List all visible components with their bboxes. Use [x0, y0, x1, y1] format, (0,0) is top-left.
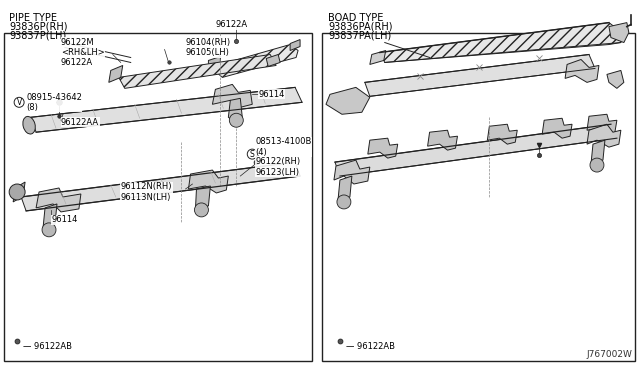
Polygon shape: [428, 130, 458, 150]
Polygon shape: [214, 45, 298, 77]
Polygon shape: [565, 60, 599, 82]
Bar: [322, 33, 635, 361]
Circle shape: [247, 149, 257, 159]
Polygon shape: [290, 39, 300, 51]
Polygon shape: [21, 162, 300, 211]
Circle shape: [9, 184, 25, 200]
Text: 93837PA(LH): 93837PA(LH): [328, 31, 391, 41]
Polygon shape: [609, 23, 629, 42]
Text: 96122AA: 96122AA: [61, 118, 99, 127]
Circle shape: [42, 223, 56, 237]
Text: 08915-43642
(8): 08915-43642 (8): [26, 93, 82, 112]
Polygon shape: [326, 87, 370, 114]
Text: 96114: 96114: [51, 215, 77, 224]
Circle shape: [229, 113, 243, 127]
Polygon shape: [338, 176, 352, 201]
Polygon shape: [368, 138, 397, 158]
Text: 96112N(RH)
96113N(LH): 96112N(RH) 96113N(LH): [121, 182, 172, 202]
Text: S: S: [250, 150, 255, 158]
Text: 93836PA(RH): 93836PA(RH): [328, 22, 392, 32]
Polygon shape: [212, 84, 252, 107]
Circle shape: [195, 203, 209, 217]
Polygon shape: [189, 170, 228, 193]
Polygon shape: [591, 140, 605, 164]
Text: 93837P(LH): 93837P(LH): [9, 31, 67, 41]
Text: 96122A: 96122A: [216, 20, 248, 29]
Polygon shape: [228, 98, 243, 122]
Text: 96104(RH)
96105(LH): 96104(RH) 96105(LH): [186, 38, 230, 57]
Polygon shape: [43, 204, 57, 228]
Polygon shape: [335, 124, 617, 176]
Text: 96122(RH)
96123(LH): 96122(RH) 96123(LH): [255, 157, 300, 177]
Polygon shape: [488, 124, 517, 144]
Text: — 96122AB: — 96122AB: [23, 342, 72, 351]
Circle shape: [14, 97, 24, 107]
Polygon shape: [266, 54, 280, 67]
Polygon shape: [119, 54, 276, 89]
Ellipse shape: [23, 116, 35, 134]
Text: BOAD TYPE: BOAD TYPE: [328, 13, 383, 23]
Polygon shape: [365, 54, 595, 96]
Polygon shape: [13, 182, 25, 202]
Text: 93836P(RH): 93836P(RH): [9, 22, 68, 32]
Bar: [4, 33, 312, 361]
Text: 08513-4100B
(4): 08513-4100B (4): [255, 137, 312, 157]
Polygon shape: [370, 51, 386, 64]
Polygon shape: [209, 57, 220, 73]
Polygon shape: [380, 23, 621, 62]
Polygon shape: [36, 188, 81, 212]
Circle shape: [590, 158, 604, 172]
Text: 96114: 96114: [258, 90, 285, 99]
Polygon shape: [587, 124, 621, 147]
Polygon shape: [334, 160, 370, 184]
Polygon shape: [109, 65, 123, 82]
Text: PIPE TYPE: PIPE TYPE: [9, 13, 57, 23]
Polygon shape: [587, 114, 617, 134]
Polygon shape: [31, 87, 302, 132]
Text: 96122M
<RH&LH>
96122A: 96122M <RH&LH> 96122A: [61, 38, 105, 67]
Polygon shape: [542, 118, 572, 138]
Circle shape: [337, 195, 351, 209]
Text: — 96122AB: — 96122AB: [346, 342, 395, 351]
Polygon shape: [195, 186, 211, 209]
Text: J767002W: J767002W: [587, 350, 633, 359]
Polygon shape: [607, 70, 624, 89]
Text: V: V: [17, 98, 22, 107]
